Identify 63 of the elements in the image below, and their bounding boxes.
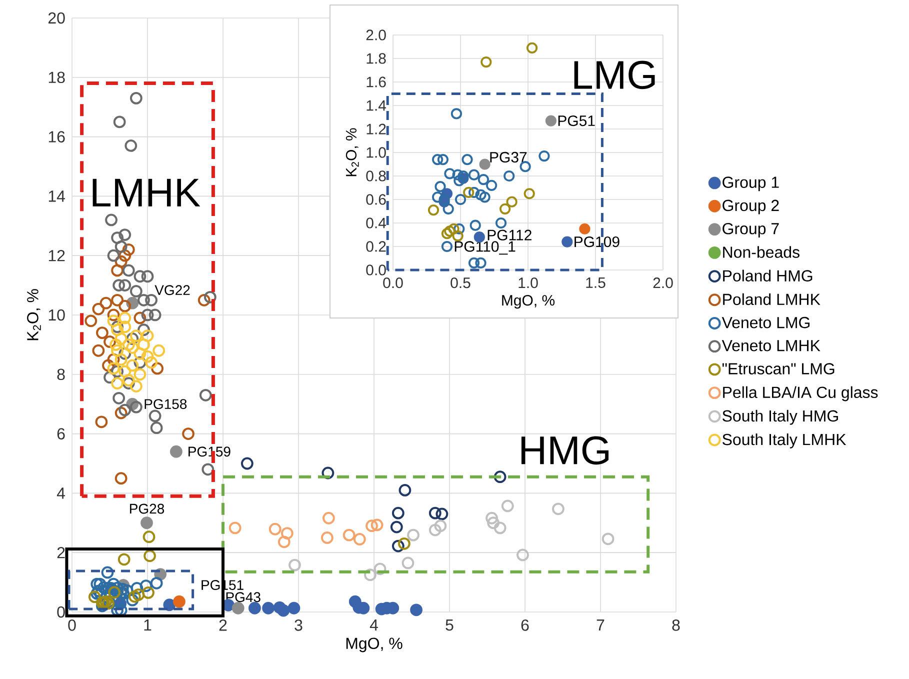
legend-label: South Italy LMHK bbox=[722, 433, 846, 448]
y-tick-label: 12 bbox=[48, 250, 65, 262]
y-tick-label: 6 bbox=[57, 428, 65, 440]
x-tick-label: 0 bbox=[68, 620, 76, 631]
annotation: LMG bbox=[574, 60, 655, 90]
y-tick-label: 0.8 bbox=[366, 170, 386, 182]
annotation: HMG bbox=[521, 436, 609, 465]
legend-label: Group 2 bbox=[722, 200, 779, 214]
x-tick-label: 0.5 bbox=[450, 278, 470, 288]
x-tick-label: 2.0 bbox=[653, 278, 673, 288]
annotation: PG51 bbox=[558, 115, 595, 126]
legend-label: Non-beads bbox=[723, 246, 800, 258]
annotation: LMHK bbox=[92, 178, 200, 206]
y-tick-label: 1.4 bbox=[366, 100, 386, 111]
y-tick-label: 4 bbox=[56, 488, 65, 499]
x-tick-label: 6 bbox=[521, 620, 529, 631]
legend-label: Group 7 bbox=[722, 222, 779, 238]
annotation: PG28 bbox=[130, 504, 164, 514]
x-tick-label: 1 bbox=[144, 620, 152, 631]
legend-label: Poland HMG bbox=[723, 270, 812, 282]
annotation: VG22 bbox=[154, 285, 190, 296]
y-tick-label: 0.6 bbox=[366, 194, 386, 205]
x-axis-title: MgO, % bbox=[502, 295, 555, 309]
y-axis-title: K$_{2}$O, % bbox=[27, 289, 41, 340]
legend-label: Group 1 bbox=[722, 176, 779, 192]
x-tick-label: 8 bbox=[672, 620, 680, 631]
y-tick-label: 20 bbox=[48, 12, 65, 24]
y-tick-label: 0.2 bbox=[366, 241, 386, 252]
y-tick-label: 18 bbox=[48, 72, 65, 84]
y-tick-label: 8 bbox=[57, 368, 65, 380]
x-tick-label: 1.5 bbox=[586, 278, 606, 288]
legend-label: Poland LMHK bbox=[723, 293, 820, 306]
y-tick-label: 1.0 bbox=[366, 147, 386, 158]
x-axis-title: MgO, % bbox=[346, 638, 402, 652]
y-tick-label: 1.2 bbox=[366, 124, 386, 134]
y-tick-label: 0 bbox=[57, 606, 65, 618]
x-tick-label: 5 bbox=[446, 620, 454, 631]
y-tick-label: 2 bbox=[57, 547, 65, 558]
x-tick-label: 7 bbox=[596, 620, 604, 631]
legend-label: Veneto LMG bbox=[722, 316, 810, 328]
legend-label: Veneto LMHK bbox=[722, 340, 820, 352]
y-tick-label: 1.8 bbox=[366, 53, 386, 64]
y-tick-label: 14 bbox=[48, 190, 65, 202]
legend-label: South Italy HMG bbox=[722, 410, 838, 425]
x-tick-label: 2 bbox=[219, 620, 227, 631]
y-axis-title: K$_{2}$O, % bbox=[346, 128, 359, 176]
x-tick-label: 0.0 bbox=[383, 278, 403, 288]
legend-label: "Etruscan" LMG bbox=[722, 363, 834, 374]
annotation: PG112 bbox=[488, 230, 532, 240]
y-tick-label: 16 bbox=[48, 131, 65, 142]
y-tick-label: 0.0 bbox=[366, 264, 386, 276]
x-tick-label: 3 bbox=[294, 620, 302, 631]
legend-label: Pella LBA/IA Cu glass bbox=[723, 386, 878, 402]
y-tick-label: 0.4 bbox=[366, 218, 386, 228]
annotation: PG158 bbox=[144, 399, 187, 410]
annotation: PG37 bbox=[490, 152, 527, 163]
annotation: PG110_1 bbox=[454, 241, 516, 255]
annotation: PG43 bbox=[226, 592, 260, 602]
y-tick-label: 2.0 bbox=[366, 30, 386, 40]
y-tick-label: 1.6 bbox=[366, 76, 386, 88]
x-tick-label: 1.0 bbox=[518, 278, 538, 288]
annotation: PG109 bbox=[574, 236, 620, 248]
y-tick-label: 10 bbox=[48, 309, 65, 321]
